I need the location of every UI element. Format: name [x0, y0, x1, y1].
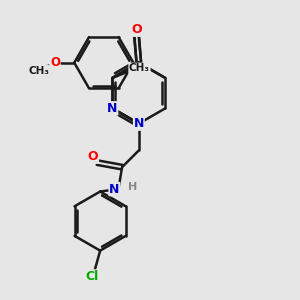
Text: Cl: Cl [85, 270, 98, 283]
Text: O: O [131, 22, 142, 35]
Text: O: O [88, 150, 98, 163]
Text: N: N [109, 183, 119, 196]
Text: O: O [131, 23, 142, 36]
Text: N: N [134, 117, 144, 130]
Text: CH₃: CH₃ [28, 66, 50, 76]
Text: O: O [50, 56, 60, 69]
Text: H: H [128, 182, 137, 192]
Text: N: N [107, 102, 118, 115]
Text: CH₃: CH₃ [129, 63, 150, 73]
